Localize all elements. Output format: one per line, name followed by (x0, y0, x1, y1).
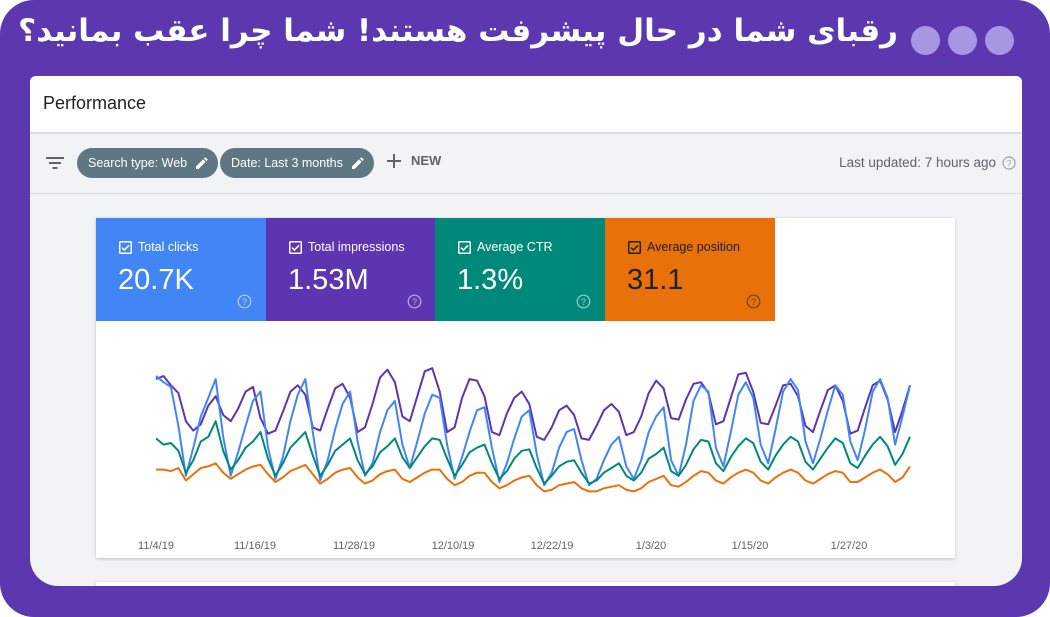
metric-label-row: Total impressions (289, 240, 405, 254)
metric-label: Average CTR (477, 240, 553, 254)
series-line-2 (155, 420, 911, 485)
svg-text:?: ? (412, 297, 417, 307)
x-tick-label: 12/22/19 (531, 540, 574, 552)
x-tick-label: 11/16/19 (234, 540, 276, 552)
new-label: NEW (411, 153, 442, 168)
metric-average-ctr[interactable]: Average CTR 1.3% ? (435, 218, 605, 321)
queries-card (96, 582, 955, 586)
x-tick-label: 11/28/19 (333, 540, 375, 552)
performance-card: Total clicks 20.7K ? Total impressions 1… (96, 218, 955, 558)
metric-label: Total clicks (138, 240, 199, 254)
edit-pencil-icon (196, 157, 208, 169)
last-updated: Last updated: 7 hours ago ? (839, 155, 1016, 170)
checkbox-checked-icon (458, 240, 471, 254)
svg-text:?: ? (242, 297, 247, 307)
last-updated-text: Last updated: 7 hours ago (839, 155, 996, 170)
metric-value: 20.7K (118, 264, 194, 296)
metric-value: 1.53M (288, 264, 369, 296)
x-tick-label: 11/4/19 (138, 540, 174, 552)
help-icon[interactable]: ? (1002, 155, 1016, 170)
checkbox-checked-icon (119, 240, 132, 254)
metric-label: Total impressions (308, 240, 405, 254)
performance-chart: 11/4/19 11/16/19 11/28/19 12/10/19 12/22/19 1… (138, 367, 911, 552)
x-tick-label: 1/3/20 (636, 540, 667, 552)
metric-value: 31.1 (627, 264, 684, 296)
metric-value: 1.3% (457, 264, 524, 296)
metric-total-impressions[interactable]: Total impressions 1.53M ? (266, 218, 436, 321)
x-tick-label: 1/27/20 (831, 540, 868, 552)
edit-pencil-icon (351, 157, 364, 169)
series-line-1 (155, 375, 911, 487)
series-line-3 (156, 462, 911, 493)
help-icon[interactable]: ? (746, 294, 761, 309)
app-window: Performance Search type: Web Date: Last … (30, 76, 1022, 586)
metric-label-row: Average CTR (458, 240, 553, 254)
window-dots (911, 26, 1014, 55)
chip-label: Date: Last 3 months (231, 156, 343, 170)
banner-title: رقبای شما در حال پیشرفت هستند! شما چرا ع… (18, 13, 898, 49)
window-dot (911, 26, 940, 55)
banner: رقبای شما در حال پیشرفت هستند! شما چرا ع… (0, 0, 1050, 76)
help-icon[interactable]: ? (576, 294, 591, 309)
x-tick-label: 1/15/20 (732, 540, 769, 552)
series-line-0 (155, 367, 911, 441)
filter-icon[interactable] (46, 156, 64, 170)
svg-text:?: ? (581, 297, 586, 307)
svg-text:?: ? (1007, 158, 1012, 168)
x-tick-label: 12/10/19 (432, 540, 475, 552)
svg-text:?: ? (751, 297, 756, 307)
search-type-chip[interactable]: Search type: Web (77, 148, 219, 178)
metric-total-clicks[interactable]: Total clicks 20.7K ? (96, 218, 266, 321)
page-header: Performance (30, 76, 1022, 133)
metric-label-row: Total clicks (119, 240, 198, 254)
date-range-chip[interactable]: Date: Last 3 months (220, 148, 374, 178)
checkbox-checked-icon (289, 240, 302, 254)
window-dot (948, 26, 977, 55)
metric-average-position[interactable]: Average position 31.1 ? (605, 218, 775, 321)
metric-label: Average position (647, 240, 740, 254)
page-title: Performance (43, 93, 147, 113)
new-filter-button[interactable]: NEW (387, 153, 441, 168)
plus-icon (387, 153, 401, 168)
window-dot (985, 26, 1014, 55)
filter-bar: Search type: Web Date: Last 3 months (30, 134, 1022, 194)
chip-label: Search type: Web (88, 156, 188, 170)
help-icon[interactable]: ? (237, 294, 252, 309)
help-icon[interactable]: ? (407, 294, 422, 309)
metric-label-row: Average position (628, 240, 740, 254)
checkbox-checked-icon (628, 240, 641, 254)
